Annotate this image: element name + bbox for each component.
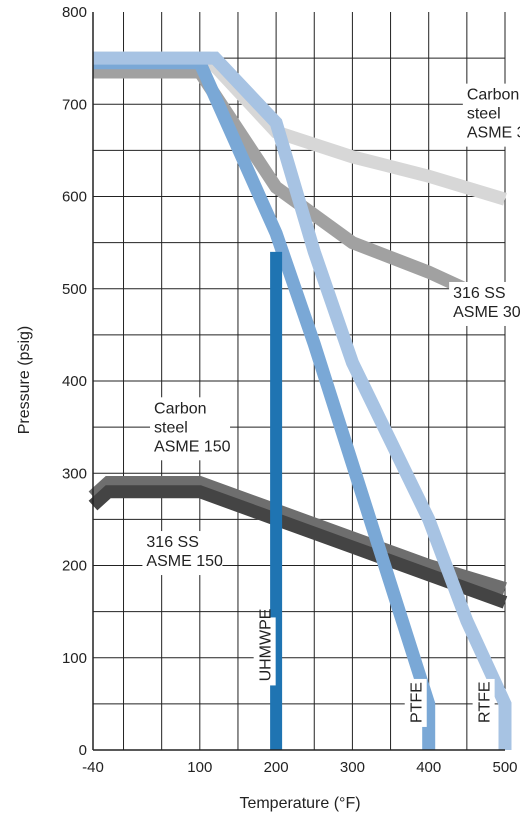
x-tick-label: 400	[416, 759, 441, 776]
y-tick-label: 300	[62, 465, 87, 482]
annotation-text: ASME 300	[453, 304, 520, 321]
y-tick-label: 200	[62, 558, 87, 575]
grid	[93, 12, 506, 750]
annotation: Carbon steel ASME 300	[462, 83, 520, 147]
y-tick-label: 800	[62, 4, 87, 21]
series-line	[93, 65, 508, 314]
x-tick-label: 100	[187, 759, 212, 776]
annotation-text: 316 SS	[146, 534, 198, 551]
annotation-bg	[253, 617, 276, 686]
annotation-text: PTFE	[409, 682, 426, 723]
annotation-bg	[449, 281, 520, 326]
tick-labels: -40 100 200 300 400 500 0 100 200 300 400 500 600 700…	[62, 4, 518, 776]
annotation-bg	[472, 678, 495, 727]
y-tick-label: 400	[62, 373, 87, 390]
annotation-bg	[404, 678, 427, 727]
annotation: Carbon steel ASME 150	[150, 397, 231, 461]
annotation-text: ASME 150	[154, 438, 231, 455]
axes	[92, 12, 505, 751]
annotation: RTFE	[472, 678, 495, 727]
annotation-text: UHMWPE	[258, 609, 275, 682]
annotation-text: ASME 150	[146, 553, 223, 570]
annotation-text: steel	[154, 419, 188, 436]
y-tick-label: 100	[62, 650, 87, 667]
annotation-text: Carbon	[154, 400, 206, 417]
annotations-layer: Carbon steel ASME 300 316 SS ASME 300 Carbon s…	[142, 83, 520, 727]
y-tick-label: 0	[79, 742, 87, 759]
x-tick-label: 500	[492, 759, 517, 776]
y-tick-label: 600	[62, 189, 87, 206]
annotation-bg	[462, 83, 520, 147]
series-line	[93, 51, 512, 750]
series-layer	[88, 51, 512, 750]
annotation: PTFE	[404, 678, 427, 727]
y-axis-label: Pressure (psig)	[16, 326, 33, 434]
annotation-text: 316 SS	[453, 285, 505, 302]
y-tick-label: 700	[62, 96, 87, 113]
annotation-text: RTFE	[477, 681, 494, 722]
annotation: 316 SS ASME 150	[142, 531, 223, 576]
annotation-bg	[150, 397, 231, 461]
annotation: 316 SS ASME 300	[449, 281, 520, 326]
annotation-bg	[142, 531, 223, 576]
annotation: UHMWPE	[253, 609, 276, 686]
x-tick-label: 300	[340, 759, 365, 776]
annotation-text: steel	[467, 106, 501, 123]
y-tick-label: 500	[62, 281, 87, 298]
annotation-text: ASME 300	[467, 125, 520, 142]
x-tick-label: -40	[82, 759, 104, 776]
x-axis-label: Temperature (°F)	[239, 795, 360, 812]
annotation-text: Carbon	[467, 87, 519, 104]
x-tick-label: 200	[264, 759, 289, 776]
